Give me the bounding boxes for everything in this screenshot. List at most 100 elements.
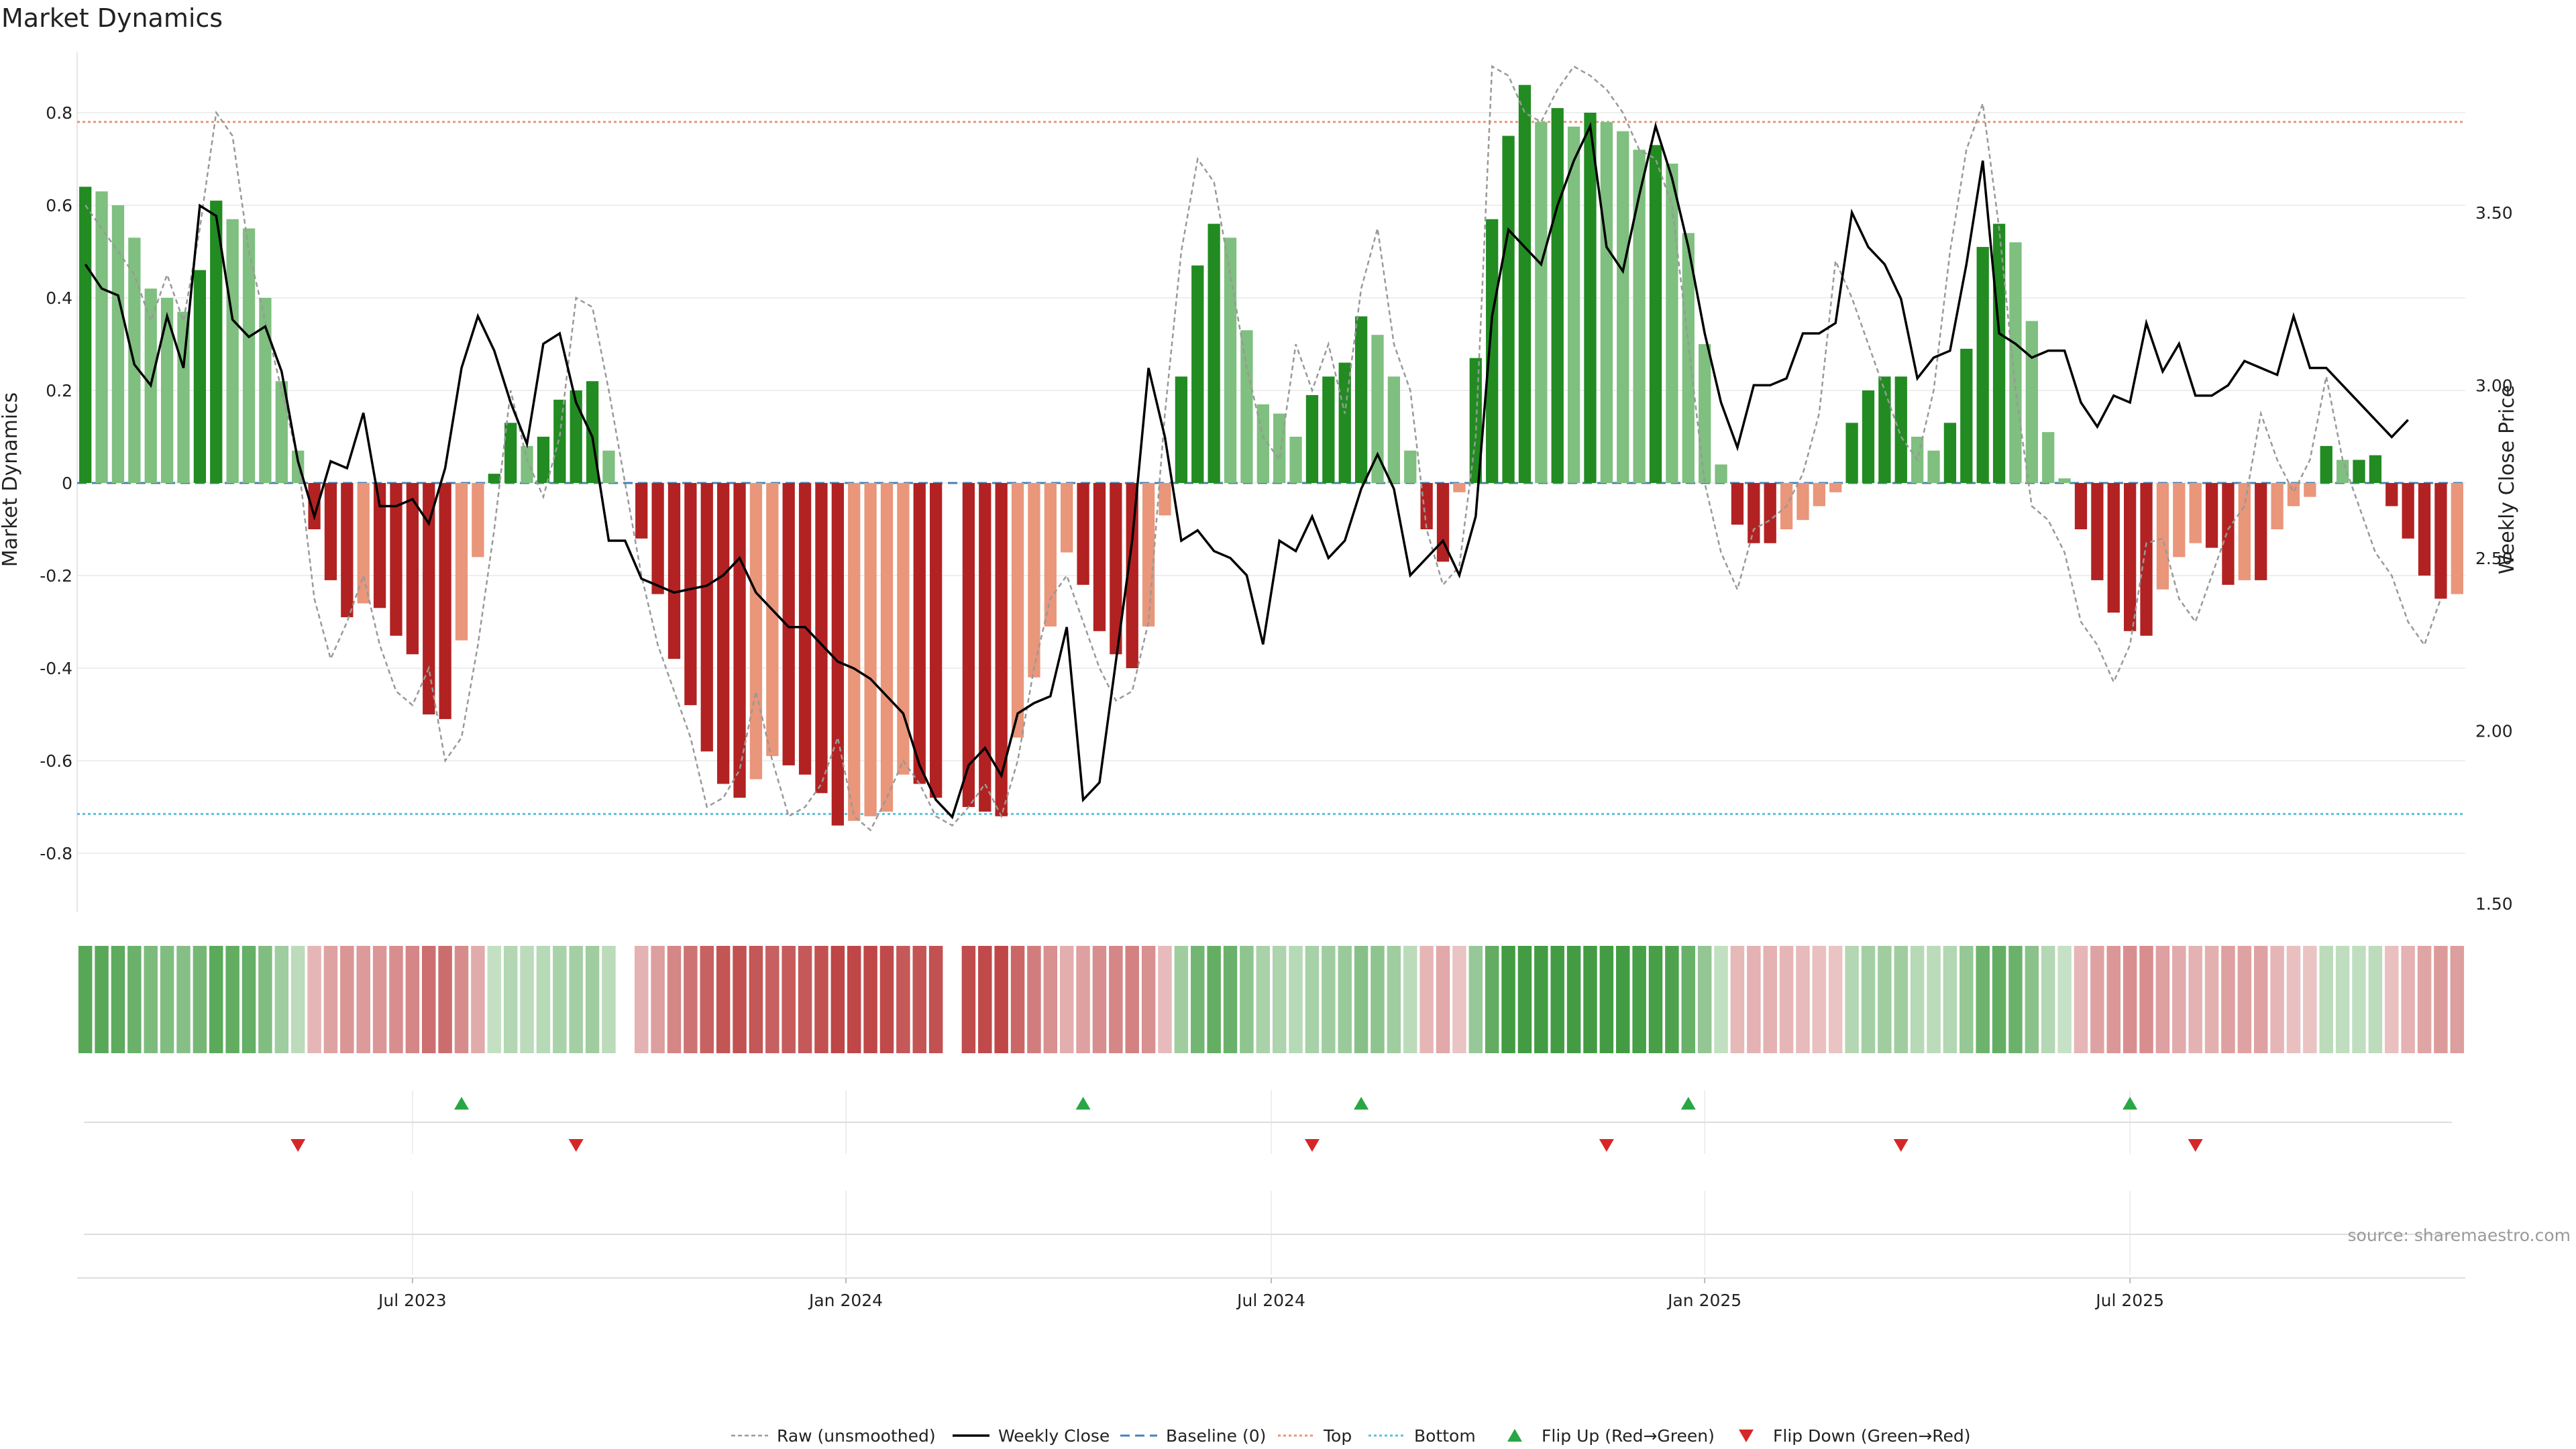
heat-cell <box>1305 946 1320 1053</box>
bar <box>1943 423 1957 483</box>
bar <box>1633 150 1646 483</box>
heat-cell <box>1158 946 1172 1053</box>
heat-cell <box>241 946 256 1053</box>
heat-cell <box>2401 946 2415 1053</box>
left-axis-ticks: 0.8 0.6 0.4 0.2 0 -0.2 -0.4 -0.6 -0.8 <box>40 103 72 863</box>
legend-item: Baseline (0) <box>1120 1426 1266 1446</box>
heat-cell <box>1730 946 1745 1053</box>
bar <box>2451 483 2463 594</box>
bar <box>880 483 894 812</box>
bar <box>1748 483 1760 543</box>
heat-cell <box>389 946 403 1053</box>
heat-cell <box>1894 946 1909 1053</box>
bar <box>1731 483 1744 525</box>
heat-cell <box>1845 946 1859 1053</box>
heat-cell <box>2319 946 2333 1053</box>
bar <box>798 483 812 775</box>
heat-cell <box>1779 946 1794 1053</box>
right-tick-label: 3.00 <box>2475 376 2513 395</box>
legend-item: Flip Up (Red→Green) <box>1507 1426 1715 1446</box>
heat-cell <box>1796 946 1810 1053</box>
heat-cell <box>1648 946 1663 1053</box>
heat-cell <box>520 946 534 1053</box>
heat-cell <box>1272 946 1287 1053</box>
heat-cell <box>258 946 272 1053</box>
heat-cell <box>2074 946 2088 1053</box>
bar <box>406 483 419 655</box>
bar <box>2074 483 2088 529</box>
bar <box>1273 413 1286 483</box>
legend-item: Raw (unsmoothed) <box>731 1426 936 1446</box>
bar <box>341 483 354 618</box>
heat-cell <box>961 946 976 1053</box>
heat-cell <box>356 946 370 1053</box>
heat-cell <box>2270 946 2284 1053</box>
bar <box>2123 483 2137 631</box>
heat-cell <box>1354 946 1368 1053</box>
heat-cell <box>928 946 943 1053</box>
flip-down-marker <box>1599 1139 1614 1152</box>
bar <box>79 186 92 483</box>
bar <box>684 483 697 706</box>
left-tick-label: 0.2 <box>46 381 72 400</box>
heat-cell <box>1599 946 1614 1053</box>
heat-cell <box>585 946 600 1053</box>
heat-cell <box>2303 946 2317 1053</box>
left-tick-label: 0.6 <box>46 196 72 215</box>
bar <box>1699 344 1711 483</box>
bar <box>979 483 991 812</box>
heat-cell <box>1191 946 1205 1053</box>
heat-cell <box>2286 946 2301 1053</box>
bar <box>1829 483 1842 492</box>
bar <box>1387 376 1401 483</box>
bar <box>1666 163 1678 483</box>
bar <box>2009 242 2022 483</box>
heat-cell <box>1256 946 1271 1053</box>
bar <box>2336 460 2349 483</box>
heat-cell <box>454 946 469 1053</box>
bar <box>2156 483 2169 590</box>
bar <box>962 483 975 807</box>
right-axis-label: Weekly Close Price <box>2496 385 2519 574</box>
bar <box>1649 145 1662 484</box>
bar <box>667 483 681 659</box>
right-tick-label: 3.50 <box>2475 203 2513 223</box>
flip-down-marker <box>2188 1139 2203 1152</box>
bar <box>324 483 337 580</box>
heat-cell <box>2352 946 2366 1053</box>
bar <box>1845 423 1858 483</box>
heat-cell <box>1141 946 1156 1053</box>
heat-cell <box>1616 946 1630 1053</box>
bar <box>1175 376 1188 483</box>
bar <box>831 483 844 826</box>
heat-cell <box>1387 946 1401 1053</box>
heat-cell <box>471 946 485 1053</box>
heat-cell <box>193 946 207 1053</box>
bar <box>308 483 321 529</box>
source-note: source: sharemaestro.com <box>2348 1226 2571 1245</box>
heat-cell <box>1027 946 1041 1053</box>
heat-cell <box>1240 946 1254 1053</box>
bar <box>1715 464 1727 483</box>
legend: Raw (unsmoothed) Weekly Close Baseline (0)… <box>731 1426 1971 1446</box>
bar <box>2385 483 2398 506</box>
legend-label: Flip Up (Red→Green) <box>1542 1426 1715 1446</box>
heat-cell <box>2008 946 2023 1053</box>
heat-cell <box>372 946 387 1053</box>
heat-cell <box>634 946 649 1053</box>
flip-down-marker <box>1893 1139 1909 1152</box>
heat-cell <box>2172 946 2186 1053</box>
bar <box>570 390 582 483</box>
bar <box>1976 247 1989 483</box>
heat-cell <box>111 946 125 1053</box>
bar <box>2173 483 2186 557</box>
bar <box>1240 330 1253 483</box>
right-axis-ticks: 3.50 3.00 2.50 2.00 1.50 <box>2475 203 2513 914</box>
heat-cell <box>1992 946 2006 1053</box>
heat-cell <box>863 946 877 1053</box>
bar <box>2287 483 2300 506</box>
bar <box>259 298 272 483</box>
x-tick-label: Jul 2024 <box>1236 1291 1305 1310</box>
bar <box>455 483 468 641</box>
bar <box>848 483 861 821</box>
